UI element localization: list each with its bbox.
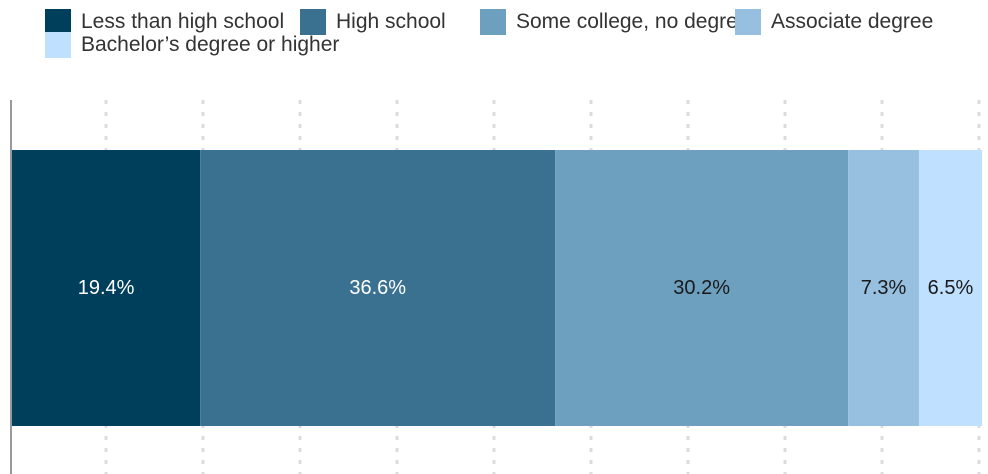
legend-item-less-than-high-school: Less than high school xyxy=(45,9,284,35)
legend-label: Less than high school xyxy=(81,10,285,33)
legend-swatch-high-school xyxy=(300,9,326,35)
legend-item-high-school: High school xyxy=(300,9,446,35)
bars xyxy=(12,150,982,426)
data-labels: 19.4% 36.6% 30.2% 7.3% 6.5% xyxy=(78,277,974,299)
data-label-4: 6.5% xyxy=(928,277,974,299)
bar-segment-0 xyxy=(12,150,201,426)
bar-segment-4 xyxy=(918,150,982,426)
bar-segment-1 xyxy=(200,150,556,426)
legend-swatch-less-than-high-school xyxy=(45,9,71,35)
legend-label: Some college, no degree xyxy=(516,10,750,33)
data-label-2: 30.2% xyxy=(673,277,730,299)
bar-segment-2 xyxy=(555,150,849,426)
legend-swatch-some-college xyxy=(480,9,506,35)
legend-swatch-bachelors-or-higher xyxy=(45,32,71,58)
legend: Less than high school High school Some c… xyxy=(45,6,988,58)
bar-segment-3 xyxy=(848,150,919,426)
data-label-3: 7.3% xyxy=(861,277,907,299)
data-label-0: 19.4% xyxy=(78,277,135,299)
legend-item-bachelors-or-higher: Bachelor’s degree or higher xyxy=(45,32,339,58)
legend-item-associate-degree: Associate degree xyxy=(735,9,933,35)
legend-label: Bachelor’s degree or higher xyxy=(81,33,340,56)
legend-item-some-college: Some college, no degree xyxy=(480,9,750,35)
legend-swatch-associate-degree xyxy=(735,9,761,35)
legend-label: Associate degree xyxy=(771,10,934,33)
data-label-1: 36.6% xyxy=(349,277,406,299)
legend-label: High school xyxy=(336,10,446,33)
